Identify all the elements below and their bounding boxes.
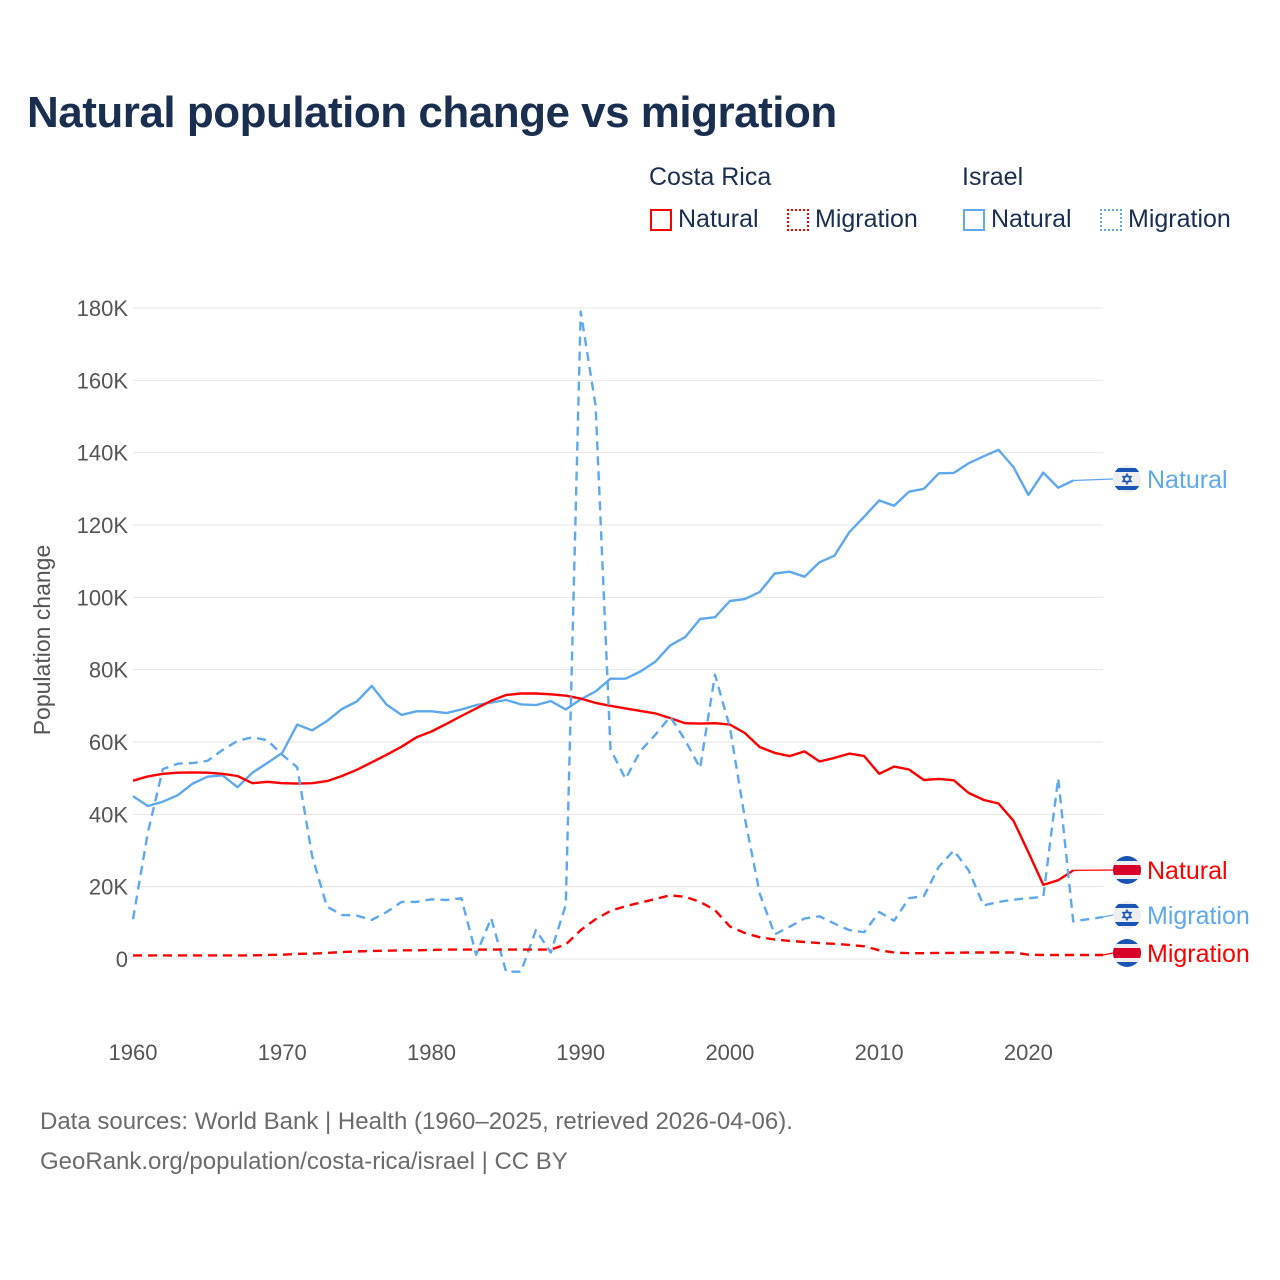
israel-flag-icon: [1113, 465, 1141, 493]
y-tick-label: 60K: [89, 730, 128, 755]
y-tick-label: 180K: [77, 296, 129, 321]
y-tick-label: 100K: [77, 585, 129, 610]
label-connector: [1073, 478, 1114, 482]
label-connector: [1102, 914, 1114, 918]
legend-item-israel-migration[interactable]: Migration: [1100, 205, 1231, 234]
x-tick-label: 1970: [258, 1040, 307, 1065]
legend-group-israel: Israel: [962, 163, 1024, 191]
series-line-costa-rica-migration: [133, 894, 1103, 957]
legend-label: Natural: [678, 205, 759, 233]
legend-swatch-solid-icon: [963, 208, 985, 231]
series-end-label: Natural: [1147, 466, 1228, 494]
y-tick-label: 0: [116, 947, 128, 972]
chart-title: Natural population change vs migration: [27, 88, 837, 137]
x-tick-label: 2010: [855, 1040, 904, 1065]
legend-label: Migration: [1128, 205, 1231, 233]
y-tick-label: 140K: [77, 441, 129, 466]
series-line-costa-rica-natural: [132, 692, 1074, 887]
costa-rica-flag-icon: [1113, 856, 1141, 884]
legend-group-costa-rica: Costa Rica: [649, 163, 772, 191]
y-tick-label: 40K: [89, 802, 128, 827]
series-line-israel-natural: [132, 448, 1074, 808]
x-tick-label: 2000: [705, 1040, 754, 1065]
y-tick-label: 160K: [77, 368, 129, 393]
costa-rica-flag-icon: [1113, 939, 1141, 967]
y-tick-label: 120K: [77, 513, 129, 538]
legend-item-costa-rica-natural[interactable]: Natural: [650, 205, 759, 234]
legend-item-costa-rica-migration[interactable]: Migration: [787, 205, 918, 234]
legend-label: Natural: [991, 205, 1072, 233]
y-axis-label: Population change: [29, 545, 55, 736]
series-line-israel-migration: [131, 310, 1104, 973]
x-tick-label: 1990: [556, 1040, 605, 1065]
footer-link[interactable]: GeoRank.org/population/costa-rica/israel…: [40, 1148, 568, 1175]
legend-label: Migration: [815, 205, 918, 233]
x-tick-label: 2020: [1004, 1040, 1053, 1065]
series-end-label: Natural: [1147, 857, 1228, 885]
legend-swatch-dotted-icon: [787, 208, 809, 231]
label-connector: [1102, 952, 1114, 956]
y-tick-label: 80K: [89, 658, 128, 683]
legend-item-israel-natural[interactable]: Natural: [963, 205, 1072, 234]
line-chart: 0 20K 40K 60K 80K 100K 120K 140K 160K 180K 1960 197…: [29, 296, 1250, 1065]
series-end-label: Migration: [1147, 940, 1250, 968]
series-end-label: Migration: [1147, 902, 1250, 930]
y-tick-label: 20K: [89, 875, 128, 900]
israel-flag-icon: [1113, 901, 1141, 929]
x-tick-label: 1980: [407, 1040, 456, 1065]
footer-sources: Data sources: World Bank | Health (1960–…: [40, 1108, 793, 1135]
legend-swatch-dotted-icon: [1100, 208, 1122, 231]
x-tick-label: 1960: [109, 1040, 158, 1065]
legend-swatch-solid-icon: [650, 208, 672, 231]
